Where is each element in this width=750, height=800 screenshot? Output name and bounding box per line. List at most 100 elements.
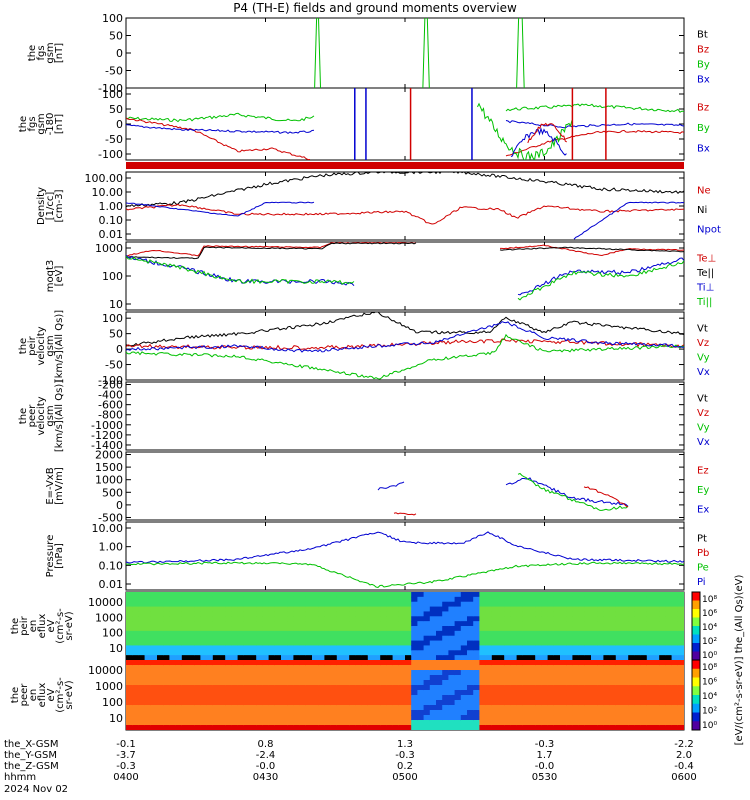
colorbar-tick: 10⁶ <box>702 609 717 619</box>
ylabel-line: eflux <box>37 614 48 639</box>
legend-pb: Pb <box>697 548 709 559</box>
ytick-label: -1400 <box>91 439 123 452</box>
ytick-label: 1.00 <box>99 200 124 213</box>
te-perp-trace <box>500 244 684 257</box>
ytick-label: -600 <box>98 399 123 412</box>
ylabel-line: [nPa] <box>54 543 65 569</box>
ylabel-line: [mV/m] <box>54 467 65 505</box>
legend-ez: Ez <box>697 466 709 477</box>
ylabel-line: sr-eV) <box>64 611 75 640</box>
ytick-label: 0.01 <box>99 228 124 241</box>
ne-trace <box>126 203 684 225</box>
legend-te||: Te|| <box>696 268 714 279</box>
xaxis-value: -0.3 <box>535 739 555 750</box>
by-trace <box>422 18 426 88</box>
ylabel-line: gsm <box>45 335 56 356</box>
panel-frame <box>125 381 685 451</box>
ytick-label: 100 <box>102 270 123 283</box>
legend-vt: Vt <box>697 393 708 404</box>
colorbar-tick: 10² <box>702 707 717 717</box>
xaxis-value: 0.8 <box>258 739 274 750</box>
ytick-label: -800 <box>98 409 123 422</box>
by-trace <box>521 18 525 88</box>
xaxis-value: -0.1 <box>116 739 136 750</box>
peer-eflux-heatmap <box>126 660 684 730</box>
xaxis-value: 0500 <box>392 772 417 783</box>
ylabel-line: eflux <box>37 683 48 708</box>
ytick-label: 100 <box>102 12 123 25</box>
legend-te⊥: Te⊥ <box>696 253 716 264</box>
legend-bx: Bx <box>697 144 710 155</box>
panel-peir-eflux: 10000 1000 100 10 thepeirenefluxeV(cm²-s-sr-… <box>10 591 685 661</box>
ylabel-line: (cm²-s- <box>55 677 66 713</box>
ytick-label: 0.01 <box>99 578 124 591</box>
legend-pi: Pi <box>697 577 706 588</box>
panel-peir-velocity: 100 50 0 -50 -100 thepeirvelocitygsm[km/s](Al… <box>18 310 710 387</box>
ytick-label: 1500 <box>95 461 123 474</box>
ytick-label: 2000 <box>95 449 123 462</box>
ylabel-line: peer <box>19 683 30 707</box>
ytick-label: 0.10 <box>99 559 124 572</box>
ylabel-line: peer <box>27 404 38 428</box>
ylabel-line: -180 <box>45 113 56 136</box>
npot-trace <box>126 201 315 217</box>
ytick-label: 50 <box>109 328 123 341</box>
ytick-label: 100 <box>102 696 123 709</box>
ylabel-line: velocity <box>36 396 47 435</box>
colorbar-tick: 10² <box>702 637 717 647</box>
by-trace <box>318 18 322 88</box>
ylabel-line: eV <box>46 619 57 632</box>
xaxis-value: 0530 <box>532 772 557 783</box>
ytick-label: 50 <box>109 30 123 43</box>
xaxis-value: -2.2 <box>674 739 694 750</box>
xaxis-value: -2.4 <box>256 750 276 761</box>
ylabel-line: [eV] <box>54 266 65 287</box>
legend-vt: Vt <box>697 323 708 334</box>
ylabel-line: the <box>18 408 29 424</box>
ylabel-line: peir <box>19 615 30 635</box>
legend-ex: Ex <box>697 504 709 515</box>
by-trace <box>516 18 520 88</box>
xaxis-row-label: the_Y-GSM <box>4 750 57 761</box>
xaxis-value: -0.0 <box>535 761 555 772</box>
ti-perp-trace <box>126 254 355 287</box>
xaxis-value: 1.7 <box>537 750 553 761</box>
panel-frame <box>125 171 685 241</box>
legend-ti⊥: Ti⊥ <box>696 282 714 293</box>
ytick-label: -50 <box>105 65 123 78</box>
by-trace <box>505 103 684 113</box>
ex-trace <box>505 477 629 507</box>
ytick-label: 0.10 <box>99 214 124 227</box>
legend-ni: Ni <box>697 205 707 216</box>
ytick-label: 1000 <box>95 611 123 624</box>
colorbar-tick: 10⁶ <box>702 678 717 688</box>
ytick-label: 100 <box>102 627 123 640</box>
pe-trace <box>126 561 684 589</box>
chart-title: P4 (TH-E) fields and ground moments over… <box>233 1 517 15</box>
ytick-label: 10.00 <box>92 186 124 199</box>
ylabel-line: gsm <box>45 405 56 426</box>
xaxis-value: 2.0 <box>676 750 692 761</box>
ytick-label: -50 <box>105 359 123 372</box>
ylabel-line: [1/cc] <box>45 192 56 221</box>
ytick-label: 1.00 <box>99 541 124 554</box>
xaxis-row-label: the_X-GSM <box>4 739 58 750</box>
xaxis-value: -0.3 <box>395 750 415 761</box>
legend-pe: Pe <box>697 562 709 573</box>
bx-trace <box>505 120 684 129</box>
ylabel-line: gsm <box>45 42 56 63</box>
xaxis-value: 0400 <box>113 772 138 783</box>
bz-trace <box>527 122 568 144</box>
ylabel-line: fgs <box>36 45 47 60</box>
legend-vy: Vy <box>697 352 710 363</box>
legend-vz: Vz <box>697 338 709 349</box>
ylabel-line: sr-eV) <box>64 680 75 709</box>
colorbar-peer: 10⁸ 10⁶ 10⁴ 10² 10⁰ <box>691 659 717 731</box>
colorbar-tick: 10⁴ <box>702 623 717 633</box>
ytick-label: -100 <box>98 82 123 95</box>
ytick-label: 500 <box>102 486 123 499</box>
